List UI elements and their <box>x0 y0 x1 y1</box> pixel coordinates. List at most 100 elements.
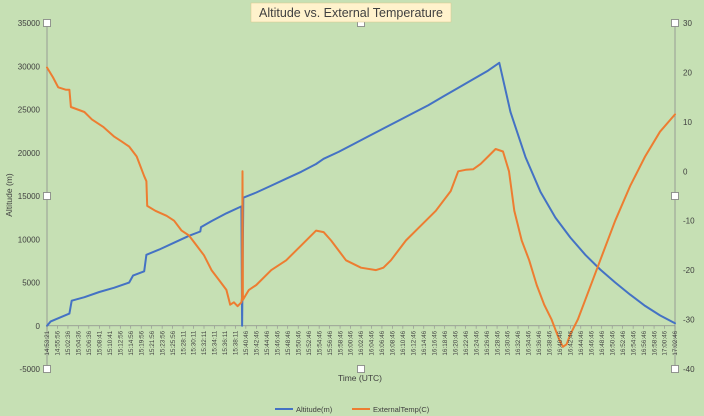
selection-handles[interactable] <box>43 19 679 373</box>
x-tick-label: 15:14:56 <box>128 330 135 355</box>
y-tick-label: 10000 <box>18 235 41 244</box>
x-tick-label: 15:38:11 <box>233 330 240 355</box>
x-tick-label: 16:22:46 <box>463 330 470 355</box>
x-tick-label: 16:28:46 <box>494 330 501 355</box>
chart-frame <box>46 23 676 369</box>
resize-handle[interactable] <box>357 365 365 373</box>
y-tick-label: 15000 <box>18 192 41 201</box>
x-tick-label: 15:21:56 <box>149 330 156 355</box>
legend-label-altitude: Altitude(m) <box>296 405 333 414</box>
x-tick-label: 16:02:46 <box>358 330 365 355</box>
resize-handle[interactable] <box>43 192 51 200</box>
x-tick-label: 15:56:46 <box>327 330 334 355</box>
x-tick-label: 16:48:46 <box>599 330 606 355</box>
x-tick-label: 16:08:46 <box>390 330 397 355</box>
x-tick-label: 17:02:46 <box>672 330 679 355</box>
x-tick-label: 15:48:46 <box>285 330 292 355</box>
x-tick-label: 15:54:46 <box>316 330 323 355</box>
x-tick-label: 16:54:46 <box>630 330 637 355</box>
x-tick-label: 15:34:11 <box>212 330 219 355</box>
x-tick-label: 15:23:56 <box>159 330 166 355</box>
x-tick-label: 16:16:46 <box>431 330 438 355</box>
x-tick-label: 16:46:46 <box>588 330 595 355</box>
left-axis-ticks: 35000 30000 25000 20000 15000 10000 5000 0 -5000 <box>18 19 41 374</box>
x-tick-label: 16:00:46 <box>348 330 355 355</box>
chart-title-box[interactable]: Altitude vs. External Temperature <box>250 2 452 23</box>
x-tick-label: 15:36:11 <box>222 330 229 355</box>
x-tick-label: 15:10:41 <box>107 330 114 355</box>
x-tick-label: 16:04:46 <box>369 330 376 355</box>
y2-tick-label: -40 <box>683 365 695 374</box>
x-tick-label: 16:38:46 <box>547 330 554 355</box>
y-tick-label: 35000 <box>18 19 41 28</box>
x-tick-label: 15:46:46 <box>274 330 281 355</box>
x-tick-label: 16:42:46 <box>568 330 575 355</box>
x-tick-label: 15:06:36 <box>86 330 93 355</box>
x-tick-label: 14:53:21 <box>44 330 51 355</box>
x-tick-label: 16:24:46 <box>473 330 480 355</box>
right-axis-ticks: 30 20 10 0 -10 -20 -30 -40 <box>683 19 695 374</box>
x-tick-label: 16:18:46 <box>442 330 449 355</box>
x-tick-label: 14:55:56 <box>55 330 62 355</box>
y2-tick-label: -20 <box>683 266 695 275</box>
x-tick-label: 16:40:46 <box>557 330 564 355</box>
series-line-altitude <box>46 61 676 327</box>
x-tick-label: 15:40:46 <box>243 330 250 355</box>
x-tick-label: 16:06:46 <box>379 330 386 355</box>
legend: Altitude(m) ExternalTemp(C) <box>275 405 430 414</box>
x-tick-label: 16:44:46 <box>578 330 585 355</box>
resize-handle[interactable] <box>671 365 679 373</box>
series-line-temperature <box>46 66 676 348</box>
x-tick-label: 16:52:46 <box>620 330 627 355</box>
x-tick-label: 15:44:46 <box>264 330 271 355</box>
y2-tick-label: -10 <box>683 217 695 226</box>
x-tick-label: 16:58:46 <box>651 330 658 355</box>
x-axis-title: Time (UTC) <box>338 373 382 383</box>
y-tick-label: 30000 <box>18 62 41 71</box>
x-tick-label: 16:36:46 <box>536 330 543 355</box>
x-tick-label: 15:04:36 <box>76 330 83 355</box>
resize-handle[interactable] <box>671 192 679 200</box>
y-tick-label: 5000 <box>22 279 40 288</box>
y-tick-label: 25000 <box>18 106 41 115</box>
x-tick-label: 15:25:56 <box>170 330 177 355</box>
resize-handle[interactable] <box>43 365 51 373</box>
x-tick-label: 15:08:41 <box>97 330 104 355</box>
y2-tick-label: -30 <box>683 316 695 325</box>
x-tick-label: 15:42:46 <box>254 330 261 355</box>
x-tick-label: 15:02:36 <box>65 330 72 355</box>
y2-tick-label: 30 <box>683 19 692 28</box>
plot-series <box>46 61 676 348</box>
x-tick-label: 15:19:56 <box>138 330 145 355</box>
x-tick-label: 15:30:11 <box>191 330 198 355</box>
x-tick-label: 17:00:46 <box>662 330 669 355</box>
y-axis-title: Altitude (m) <box>4 173 14 217</box>
y2-tick-label: 20 <box>683 68 692 77</box>
x-axis-ticks: 14:53:21 14:55:56 15:02:36 15:04:36 15:06:36… <box>44 325 679 356</box>
x-tick-label: 15:28:11 <box>180 330 187 355</box>
y2-tick-label: 10 <box>683 118 692 127</box>
legend-label-temperature: ExternalTemp(C) <box>373 405 430 414</box>
x-tick-label: 16:14:46 <box>421 330 428 355</box>
x-tick-label: 16:32:46 <box>515 330 522 355</box>
resize-handle[interactable] <box>43 19 51 27</box>
y2-tick-label: 0 <box>683 167 688 176</box>
resize-handle[interactable] <box>671 19 679 27</box>
y-tick-label: 0 <box>36 322 41 331</box>
x-tick-label: 15:32:11 <box>201 330 208 355</box>
x-tick-label: 15:52:46 <box>306 330 313 355</box>
y-tick-label: -5000 <box>20 365 41 374</box>
x-tick-label: 16:34:46 <box>526 330 533 355</box>
x-tick-label: 16:10:46 <box>400 330 407 355</box>
x-tick-label: 16:30:46 <box>505 330 512 355</box>
x-tick-label: 16:50:46 <box>609 330 616 355</box>
chart-title: Altitude vs. External Temperature <box>259 6 443 20</box>
x-tick-label: 15:12:56 <box>117 330 124 355</box>
x-tick-label: 16:20:46 <box>452 330 459 355</box>
x-tick-label: 16:56:46 <box>641 330 648 355</box>
x-tick-label: 15:50:46 <box>295 330 302 355</box>
x-tick-label: 16:26:46 <box>484 330 491 355</box>
x-tick-label: 16:12:46 <box>411 330 418 355</box>
